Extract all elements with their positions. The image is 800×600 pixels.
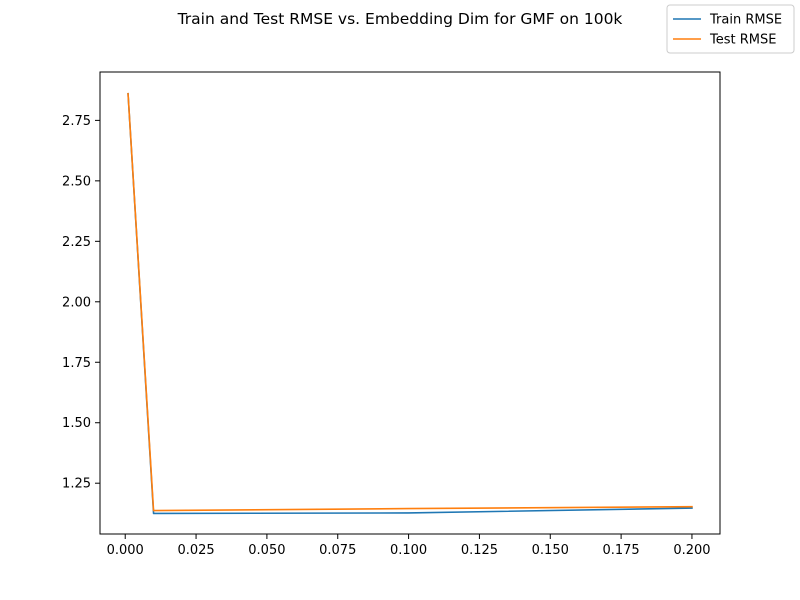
x-tick-label: 0.125: [461, 543, 498, 558]
x-axis: 0.000 0.025 0.050 0.075 0.100 0.125 0.150 0.175…: [107, 534, 711, 558]
plot-area-frame: [99, 71, 721, 535]
x-tick-label: 0.025: [177, 543, 214, 558]
x-tick-label: 0.175: [602, 543, 639, 558]
series-line-test-rmse: [127, 92, 693, 512]
y-tick-label: 2.00: [62, 295, 91, 310]
x-tick-label: 0.150: [532, 543, 569, 558]
y-tick-label: 2.75: [62, 114, 91, 129]
y-tick-label: 1.75: [62, 356, 91, 371]
x-tick-label: 0.075: [319, 543, 356, 558]
y-tick-label: 1.25: [62, 477, 91, 492]
x-tick-label: 0.000: [107, 543, 144, 558]
x-tick-label: 0.050: [248, 543, 285, 558]
x-tick-label: 0.100: [390, 543, 427, 558]
series-line-train-rmse: [127, 92, 693, 515]
chart-title: Train and Test RMSE vs. Embedding Dim fo…: [177, 10, 623, 28]
legend-label: Train RMSE: [709, 13, 782, 28]
legend-box: [666, 4, 795, 54]
y-tick-label: 2.50: [62, 174, 91, 189]
y-tick-label: 1.50: [62, 416, 91, 431]
y-axis: 1.25 1.50 1.75 2.00 2.25 2.50 2.75: [62, 114, 100, 492]
plot-lines: [127, 92, 693, 515]
legend-label: Test RMSE: [709, 33, 776, 48]
x-tick-label: 0.200: [673, 543, 710, 558]
legend: Train RMSE Test RMSE: [666, 4, 795, 54]
y-tick-label: 2.25: [62, 235, 91, 250]
